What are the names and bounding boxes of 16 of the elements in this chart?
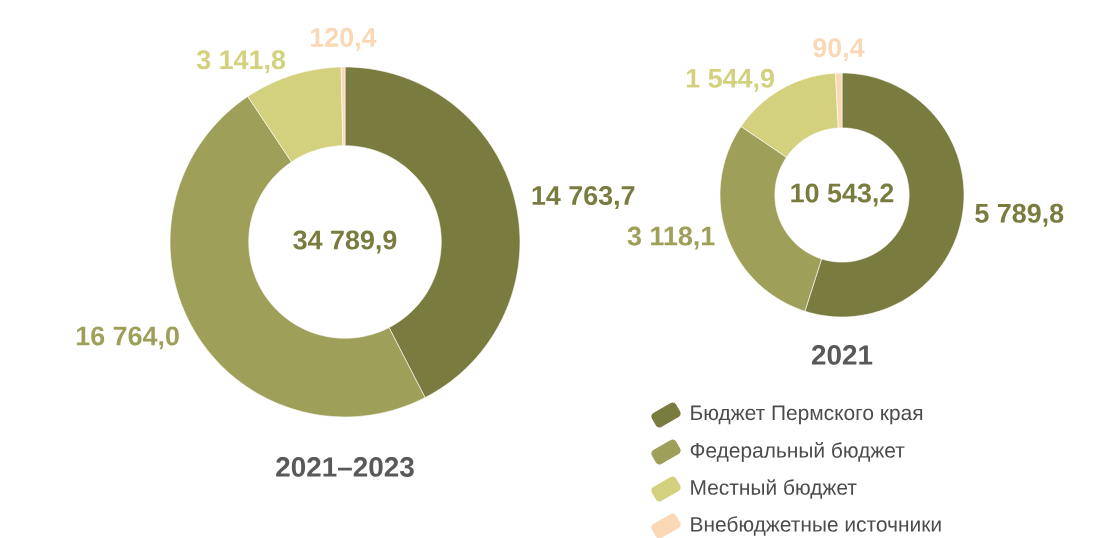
data-label: 5 789,8: [975, 203, 1064, 227]
data-label: 3 118,1: [627, 226, 715, 250]
legend-label: Местный бюджет: [691, 479, 857, 499]
data-label: 16 764,0: [76, 326, 179, 350]
text: 2021: [811, 345, 873, 365]
legend-label: Федеральный бюджет: [690, 442, 905, 462]
text: 2021–2023: [276, 457, 414, 477]
legend-label: Внебюджетные источники: [691, 516, 941, 536]
text: 10 543,2: [791, 183, 894, 207]
data-label: 90,4: [813, 38, 865, 62]
data-label: 120,4: [310, 27, 377, 51]
data-label: 3 141,8: [196, 50, 286, 74]
text: 34 789,9: [293, 230, 397, 254]
legend-label: Бюджет Пермского края: [691, 405, 923, 425]
data-label: 14 763,7: [532, 186, 635, 209]
data-label: 1 544,9: [686, 68, 774, 92]
